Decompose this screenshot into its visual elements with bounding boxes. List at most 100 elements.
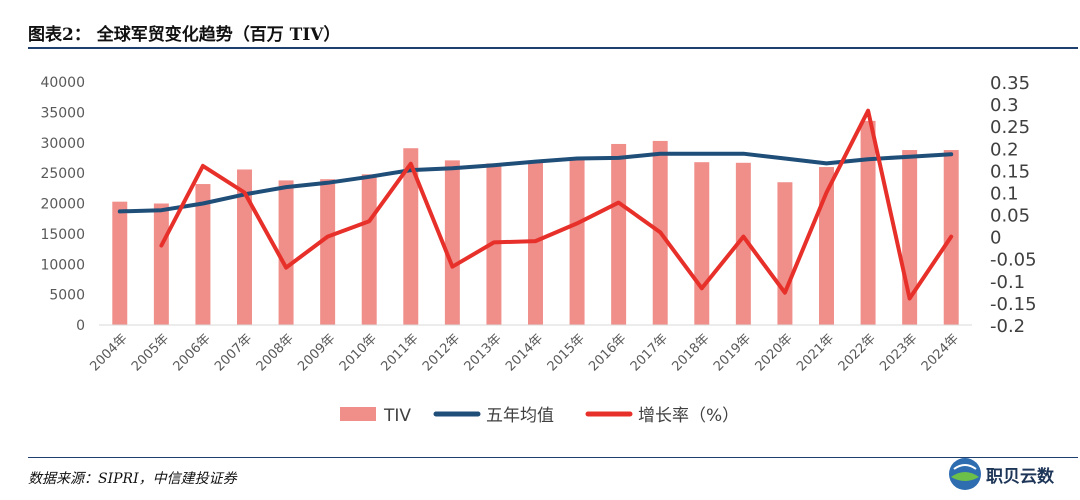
line-growth-rate-point [617, 201, 621, 205]
y-left-tick-label: 25000 [40, 166, 85, 182]
legend-label-average: 五年均值 [486, 406, 554, 426]
line-growth-rate-point [159, 243, 163, 247]
bar-tiv-2006年 [195, 184, 211, 325]
bar-tiv-2005年 [153, 203, 169, 325]
y-right-tick-label: 0 [990, 228, 1001, 249]
x-tick-label: 2008年 [254, 331, 297, 374]
y-left-tick-label: 30000 [40, 136, 85, 152]
x-tick-label: 2013年 [462, 331, 505, 374]
line-growth-rate-point [284, 266, 288, 270]
brand-name: 职贝云数 [986, 466, 1054, 487]
x-tick-label: 2018年 [669, 331, 712, 374]
line-growth-rate-point [367, 219, 371, 223]
line-growth-rate [159, 108, 954, 301]
line-growth-rate-point [243, 190, 246, 194]
bar-tiv-2016年 [611, 143, 627, 325]
x-tick-label: 2015年 [545, 331, 588, 374]
line-five-year-average-point [367, 175, 371, 179]
x-tick-label: 2022年 [836, 331, 879, 374]
legend-label-growth: 增长率（%） [638, 406, 739, 426]
x-tick-label: 2006年 [171, 331, 214, 374]
line-five-year-average-point [159, 208, 163, 212]
y-left-tick-label: 5000 [49, 288, 85, 304]
y-left-tick-label: 10000 [40, 257, 85, 273]
globe-icon [949, 458, 981, 490]
y-right-tick-label: -0.2 [990, 316, 1025, 337]
y-left-tick-label: 20000 [40, 197, 85, 213]
x-tick-label: 2019年 [711, 331, 754, 374]
y-right-tick-label: 0.2 [990, 139, 1019, 160]
y-right-tick-label: 0.05 [990, 206, 1030, 227]
y-right-tick-label: 0.3 [990, 95, 1019, 116]
line-growth-rate-point [409, 162, 413, 166]
y-right-tick-label: 0.25 [990, 117, 1030, 138]
line-growth-rate-point [949, 235, 953, 239]
line-growth-rate-point [326, 235, 330, 239]
bar-tiv-2019年 [735, 162, 751, 325]
bar-tiv-2011年 [403, 148, 419, 325]
bar-tiv-2008年 [278, 180, 294, 325]
line-five-year-average-point [284, 185, 288, 189]
line-growth-rate-point [201, 164, 205, 168]
line-five-year-average-point [741, 152, 745, 156]
bar-tiv-2004年 [112, 201, 128, 325]
line-five-year-average-point [700, 152, 704, 156]
line-growth-rate-point [492, 240, 496, 244]
line-growth-rate-point [575, 221, 579, 225]
y-right-tick-label: 0.15 [990, 161, 1030, 182]
combo-chart: 0 5000 10000 15000 20000 25000 30000 35000 40000… [40, 73, 1037, 426]
line-five-year-average-point [201, 202, 205, 205]
footer-divider [28, 457, 1078, 458]
line-growth-rate-point [450, 265, 454, 269]
y-left-tick-label: 40000 [40, 75, 85, 91]
y-right-tick-label: -0.1 [990, 272, 1025, 293]
bar-tiv-2014年 [528, 162, 543, 325]
bar-tiv-2009年 [320, 179, 336, 325]
line-growth-rate-point [825, 190, 828, 194]
x-tick-label: 2012年 [420, 331, 463, 374]
y-left-tick-label: 15000 [40, 227, 85, 243]
line-growth-rate-point [783, 291, 787, 295]
x-tick-label: 2009年 [295, 331, 338, 374]
y-right-tick-label: 0.35 [990, 73, 1030, 94]
y-right-tick-label: -0.05 [990, 250, 1037, 271]
line-five-year-average-point [783, 157, 787, 161]
line-five-year-average-point [908, 155, 912, 159]
line-growth-rate-point [908, 296, 912, 300]
y-right-tick-label: -0.15 [990, 294, 1037, 315]
line-five-year-average-point [450, 166, 454, 170]
line-five-year-average-point [118, 209, 122, 213]
bar-tiv-2020年 [777, 182, 793, 325]
bar-tiv-2022年 [860, 120, 876, 325]
line-five-year-average-point [326, 181, 330, 185]
x-tick-label: 2021年 [794, 331, 837, 374]
line-growth-rate-point [866, 109, 870, 113]
x-tick-label: 2024年 [919, 331, 962, 374]
x-tick-label: 2007年 [212, 331, 255, 374]
line-five-year-average-point [534, 160, 537, 164]
line-growth-rate-point [741, 235, 745, 239]
x-tick-label: 2011年 [378, 331, 421, 374]
brand-logo: 职贝云数 [948, 456, 1076, 492]
title-divider [28, 47, 1078, 49]
y-left-tick-label: 0 [76, 318, 85, 334]
x-tick-label: 2010年 [337, 331, 380, 374]
line-growth-rate-point [700, 286, 704, 290]
line-growth-rate-point [534, 239, 537, 243]
line-growth-rate-point [658, 230, 662, 234]
bar-tiv-2010年 [361, 174, 377, 325]
bar-tiv-2012年 [444, 160, 460, 325]
line-five-year-average-point [617, 156, 621, 160]
x-tick-label: 2004年 [87, 331, 130, 374]
x-tick-label: 2023年 [877, 331, 920, 374]
line-five-year-average-point [658, 152, 662, 156]
x-tick-label: 2014年 [503, 331, 546, 374]
x-tick-label: 2016年 [586, 331, 629, 374]
legend-swatch-tiv [340, 407, 376, 421]
x-tick-label: 2005年 [129, 331, 172, 374]
x-tick-label: 2020年 [753, 331, 796, 374]
line-five-year-average-point [825, 161, 828, 165]
legend-label-tiv: TIV [383, 406, 411, 426]
bar-tiv-2018年 [694, 162, 710, 325]
y-left-tick-label: 35000 [40, 105, 85, 121]
